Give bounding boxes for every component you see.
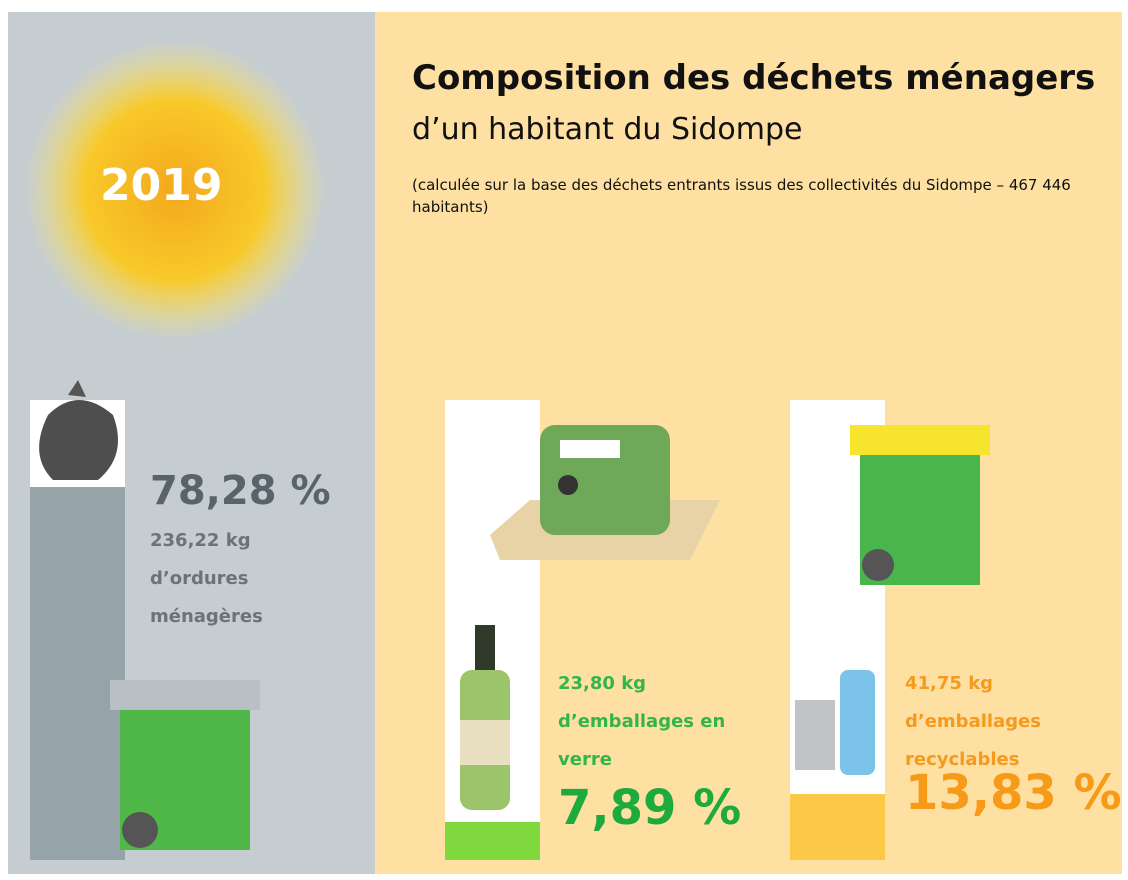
category-label: 23,80 kg d’emballages en verre xyxy=(558,665,728,779)
glass-bank-icon xyxy=(490,405,720,565)
subtitle: d’un habitant du Sidompe xyxy=(412,112,802,147)
page: 2019 Composition des déchets ménagers d’… xyxy=(0,0,1128,880)
bar xyxy=(445,822,540,860)
bag-icon xyxy=(28,375,128,485)
year: 2019 xyxy=(100,160,222,211)
category-label: 236,22 kg d’ordures ménagères xyxy=(150,522,290,636)
category-label: 41,75 kg d’emballages recyclables xyxy=(905,665,1075,779)
title: Composition des déchets ménagers xyxy=(412,58,1095,98)
packaging-icon xyxy=(795,665,885,775)
note: (calculée sur la base des déchets entran… xyxy=(412,174,1112,218)
bar xyxy=(790,794,885,860)
value-label: 7,89 % xyxy=(558,780,741,836)
value-label: 13,83 % xyxy=(905,765,1122,821)
value-label: 78,28 % xyxy=(150,468,331,514)
yellow-bin-icon xyxy=(850,410,995,585)
bottle-icon xyxy=(455,625,515,810)
grey-bin-icon xyxy=(110,660,270,860)
